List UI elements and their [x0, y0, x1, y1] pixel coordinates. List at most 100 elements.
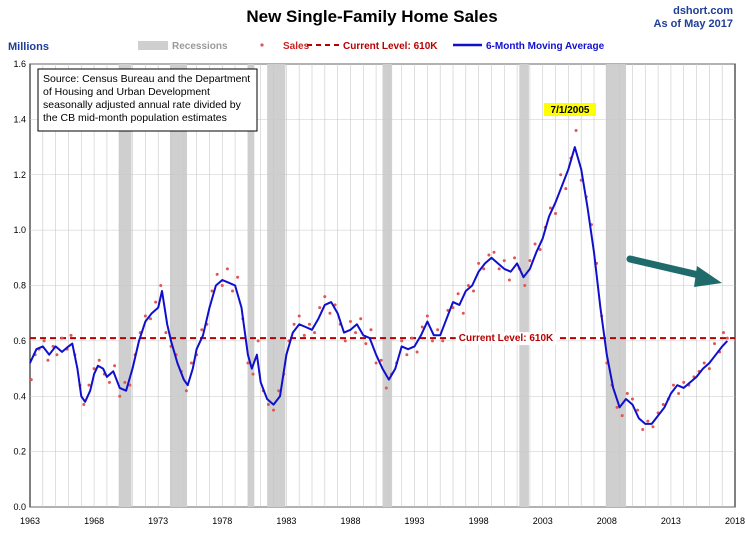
sales-point [646, 419, 650, 423]
sales-point [92, 367, 96, 371]
legend-sales-marker [260, 43, 264, 47]
sales-point [451, 306, 455, 310]
legend-sales-label: Sales [283, 41, 310, 52]
sales-point [400, 339, 404, 343]
sales-point [354, 331, 358, 335]
sales-point [615, 405, 619, 409]
sales-point [128, 383, 132, 387]
sales-point [523, 284, 527, 287]
y-axis-unit: Millions [8, 41, 49, 53]
x-tick-label: 1978 [212, 516, 232, 526]
sales-point [625, 391, 629, 395]
sales-point [215, 272, 219, 276]
sales-point [69, 333, 73, 337]
sales-point [266, 403, 270, 407]
sales-point [143, 314, 147, 318]
x-tick-label: 2013 [661, 516, 681, 526]
sales-point [97, 358, 101, 362]
source-note-box [37, 68, 258, 132]
sales-point [477, 261, 481, 265]
sales-point [707, 367, 711, 371]
current-level-label: Current Level: 610K [459, 333, 554, 344]
sales-point [554, 212, 558, 216]
sales-point [46, 358, 50, 362]
sales-point [220, 284, 224, 287]
sales-point [415, 350, 419, 354]
legend: Recessions Sales Current Level: 610K 6-M… [138, 41, 605, 52]
sales-point [507, 278, 511, 282]
legend-current-label: Current Level: 610K [343, 41, 438, 52]
sales-point [148, 317, 152, 321]
y-tick-label: 0.6 [13, 336, 26, 346]
sales-points [29, 128, 729, 431]
sales-point [574, 128, 578, 132]
sales-point [231, 289, 235, 293]
y-tick-label: 0.2 [13, 447, 26, 457]
sales-point [430, 339, 434, 343]
x-tick-label: 1988 [340, 516, 360, 526]
peak-highlight [544, 103, 596, 116]
sales-point [425, 314, 429, 318]
x-tick-label: 1993 [405, 516, 425, 526]
sales-point [369, 328, 373, 332]
source-note-line: the CB mid-month population estimates [43, 112, 227, 124]
sales-point [225, 267, 229, 271]
sales-point [82, 403, 86, 407]
current-level-label-bg [455, 332, 558, 346]
y-tick-labels: 0.0 0.2 0.4 0.6 0.8 1.0 1.2 1.4 1.6 [13, 59, 26, 512]
sales-point [528, 259, 532, 263]
sales-point [559, 173, 563, 177]
sales-point [405, 353, 409, 357]
x-tick-label: 2003 [533, 516, 553, 526]
sales-point [272, 408, 276, 412]
peak-annotation: 7/1/2005 [544, 103, 596, 116]
sales-point [159, 284, 163, 287]
legend-moving-avg-label: 6-Month Moving Average [486, 41, 605, 52]
sales-point [712, 342, 716, 346]
sales-point [184, 389, 188, 393]
trend-arrow-shaft [626, 255, 707, 280]
sales-point [548, 206, 552, 210]
sales-point [513, 256, 517, 260]
sales-point [113, 364, 117, 368]
sales-point [256, 339, 260, 343]
source-note-line: Source: Census Bureau and the Department [43, 73, 250, 85]
y-tick-label: 0.8 [13, 281, 26, 291]
sales-point [123, 380, 127, 384]
sales-point [236, 275, 240, 279]
x-tick-label: 2008 [597, 516, 617, 526]
sales-point [538, 248, 542, 252]
sales-point [374, 361, 378, 365]
sales-point [154, 300, 158, 304]
sales-point [497, 267, 501, 271]
sales-point [725, 336, 729, 340]
sales-point [313, 331, 317, 335]
trend-arrow [626, 255, 722, 287]
x-tick-labels: 1963 1968 1973 1978 1983 1988 1993 1998 2003 2008… [20, 516, 745, 526]
sales-point [318, 306, 322, 310]
sales-point [420, 325, 424, 329]
y-tick-label: 1.2 [13, 170, 26, 180]
sales-point [436, 328, 440, 332]
source-note-line: of Housing and Urban Development [43, 86, 210, 98]
sales-point [348, 319, 352, 323]
y-tick-label: 1.0 [13, 225, 26, 235]
sales-point [343, 339, 347, 343]
sales-point [251, 372, 255, 376]
sales-point [636, 408, 640, 412]
sales-point [533, 242, 537, 246]
sales-point [379, 358, 383, 362]
legend-recessions-swatch [138, 41, 168, 50]
source-note-line: seasonally adjusted annual rate divided … [43, 99, 242, 111]
y-tick-label: 1.4 [13, 114, 26, 124]
sales-point [60, 336, 64, 340]
peak-label: 7/1/2005 [551, 105, 590, 116]
sales-point [200, 328, 204, 332]
sales-point [472, 289, 476, 293]
source-note: Source: Census Bureau and the Department… [37, 68, 258, 132]
sales-point [502, 259, 506, 263]
sales-point [466, 284, 470, 287]
sales-point [456, 292, 460, 296]
sales-point [651, 425, 655, 429]
sales-point [328, 311, 332, 315]
